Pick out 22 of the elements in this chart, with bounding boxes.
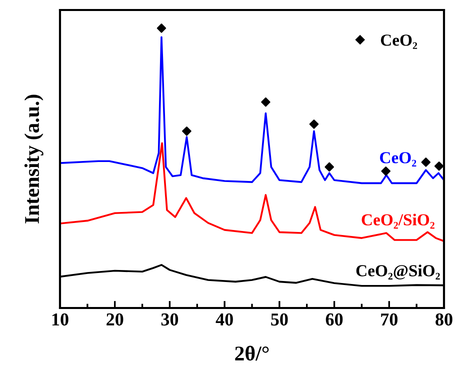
point [261, 97, 270, 107]
series-label: CeO₂@SiO₂ [356, 264, 440, 280]
x-tick-label: 60 [326, 313, 343, 326]
x-tick-label: 70 [381, 313, 398, 326]
x-tick-label: 50 [271, 313, 288, 326]
point [421, 158, 431, 167]
x-tick-label: 80 [436, 313, 452, 326]
x-tick-label: 40 [216, 313, 233, 326]
legend-label: CeO₂ [380, 34, 418, 49]
series-label: CeO₂ [380, 152, 416, 166]
point [324, 162, 334, 172]
point [434, 162, 444, 171]
x-tick-label: 30 [161, 313, 178, 326]
point [309, 120, 319, 129]
x-tick-label: 10 [52, 313, 68, 326]
x-axis-title: 2θ/° [235, 346, 269, 361]
point [156, 24, 166, 33]
y-axis-title: Intensity (a.u.) [24, 94, 44, 224]
point [381, 166, 390, 176]
series-label: CeO₂/SiO₂ [362, 214, 434, 229]
point [182, 126, 192, 136]
x-tick-label: 20 [106, 313, 124, 326]
